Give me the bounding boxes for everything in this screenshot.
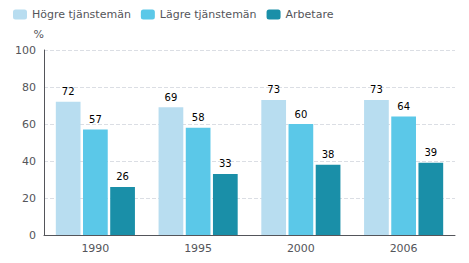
svg-text:73: 73 [370,84,383,95]
svg-text:58: 58 [192,112,205,123]
svg-text:72: 72 [62,86,75,97]
svg-text:57: 57 [89,114,102,125]
svg-text:2006: 2006 [390,242,418,255]
svg-text:38: 38 [322,149,335,160]
svg-text:1995: 1995 [184,242,212,255]
svg-text:0: 0 [29,229,36,242]
svg-text:60: 60 [22,118,36,131]
svg-text:Högre tjänstemän: Högre tjänstemän [32,8,131,21]
svg-text:%: % [34,28,44,41]
svg-text:Lägre tjänstemän: Lägre tjänstemän [160,8,257,21]
svg-text:80: 80 [22,81,36,94]
svg-text:Arbetare: Arbetare [286,8,334,21]
svg-text:39: 39 [424,147,437,158]
svg-text:20: 20 [22,192,36,205]
svg-text:73: 73 [267,84,280,95]
svg-text:40: 40 [22,155,36,168]
svg-text:64: 64 [397,101,410,112]
svg-text:26: 26 [116,171,129,182]
svg-text:69: 69 [165,92,178,103]
svg-text:33: 33 [219,158,232,169]
svg-text:60: 60 [295,109,308,120]
svg-text:100: 100 [15,44,36,57]
svg-text:2000: 2000 [287,242,315,255]
svg-text:1990: 1990 [81,242,109,255]
